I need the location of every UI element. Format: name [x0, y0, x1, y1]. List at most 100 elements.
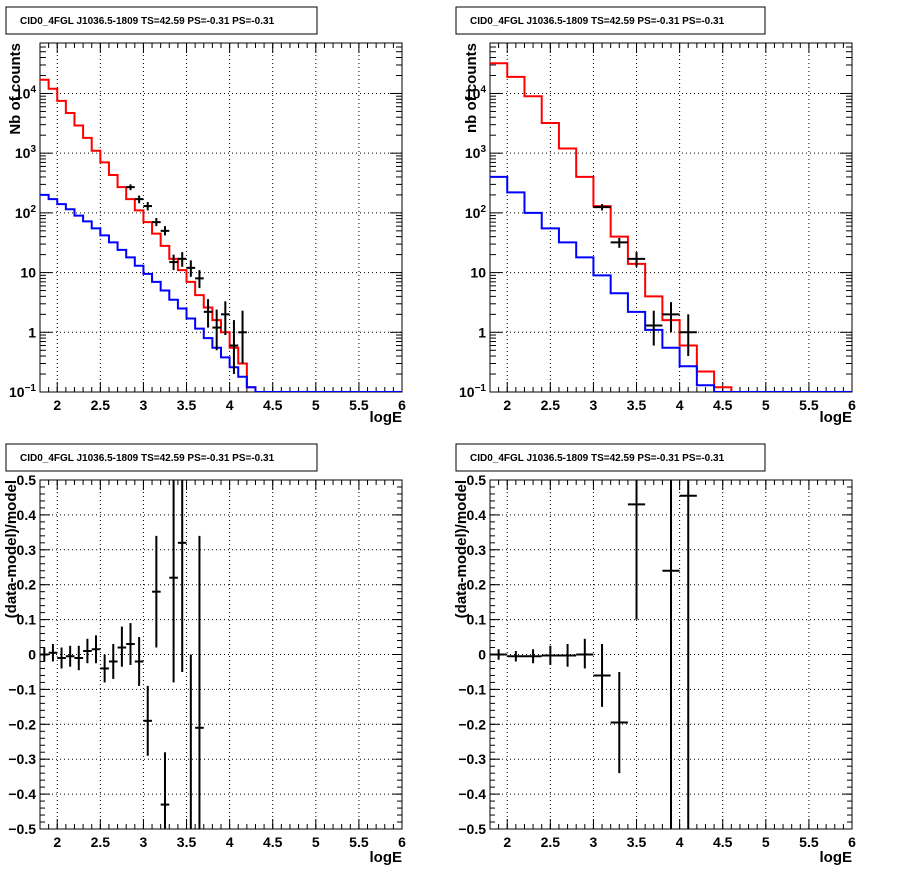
y-tick-label: 0.1	[17, 612, 37, 628]
chart-title: CID0_4FGL J1036.5-1809 TS=42.59 PS=-0.31…	[20, 453, 275, 464]
x-tick-label: 4.5	[713, 397, 733, 413]
y-tick-label: 102	[465, 204, 487, 221]
x-tick-label: 3	[590, 834, 598, 850]
chart-title: CID0_4FGL J1036.5-1809 TS=42.59 PS=-0.31…	[470, 453, 725, 464]
data-point	[152, 218, 161, 227]
y-tick-label: 10−1	[9, 383, 36, 400]
x-tick-label: 3	[590, 397, 598, 413]
x-tick-label: 2.5	[91, 397, 111, 413]
x-axis-title: logE	[820, 849, 853, 866]
residual-point	[100, 654, 109, 683]
y-tick-label: 0.4	[17, 507, 37, 523]
residual-point	[662, 480, 680, 829]
data-point	[627, 252, 646, 267]
data-point	[679, 314, 697, 357]
x-tick-label: 3	[140, 397, 148, 413]
residual-point	[490, 649, 508, 660]
residual-point	[48, 644, 58, 662]
x-tick-label: 6	[848, 834, 856, 850]
residual-point	[74, 645, 84, 671]
model-step-line-2	[40, 193, 402, 392]
y-axis-title: (data-model)/model	[453, 480, 470, 618]
y-tick-label: 1	[28, 324, 36, 340]
residual-point	[160, 752, 170, 829]
x-tick-label: 4	[676, 397, 684, 413]
y-tick-label: −0.5	[458, 821, 486, 837]
data-point	[160, 226, 170, 236]
chart-title: CID0_4FGL J1036.5-1809 TS=42.59 PS=-0.31…	[470, 16, 725, 27]
x-tick-label: 2	[503, 834, 511, 850]
data-point	[134, 195, 144, 204]
y-tick-label: 0	[478, 647, 486, 663]
y-tick-label: 0.3	[467, 542, 487, 558]
residual-point	[83, 638, 92, 664]
y-tick-label: −0.4	[458, 786, 486, 802]
plot-frame	[39, 42, 403, 393]
data-point	[593, 204, 611, 211]
y-tick-label: 10	[470, 265, 486, 281]
y-tick-label: 0	[28, 647, 36, 663]
y-tick-label: 103	[15, 144, 37, 161]
y-tick-label: 0.2	[17, 577, 37, 593]
plot-frame	[489, 42, 853, 393]
data-point	[645, 310, 663, 346]
x-tick-label: 5.5	[799, 397, 819, 413]
y-axis-title: Nb of counts	[7, 43, 24, 135]
x-tick-label: 4	[676, 834, 684, 850]
residual-point	[541, 645, 559, 665]
data-point	[610, 237, 628, 248]
data-point	[238, 310, 247, 364]
y-tick-label: 104	[465, 84, 487, 101]
chart-2: CID0_4FGL J1036.5-1809 TS=42.59 PS=-0.31…	[455, 6, 856, 426]
chart-title-box	[455, 443, 766, 472]
x-tick-label: 6	[398, 834, 406, 850]
x-axis-title: logE	[820, 409, 853, 426]
y-tick-label: −0.4	[8, 786, 36, 802]
residual-point	[558, 644, 577, 667]
residual-point	[507, 651, 525, 662]
y-tick-label: 10−1	[459, 383, 486, 400]
y-tick-label: 10	[20, 265, 36, 281]
plot-marks	[490, 480, 697, 829]
plot-marks	[490, 62, 852, 392]
x-tick-label: 6	[398, 397, 406, 413]
x-tick-label: 3	[140, 834, 148, 850]
residual-point	[108, 644, 118, 679]
y-tick-label: −0.5	[8, 821, 36, 837]
chart-title-box	[455, 6, 766, 35]
residual-point	[177, 480, 187, 672]
data-point	[169, 254, 178, 271]
y-tick-label: −0.1	[8, 681, 36, 697]
x-tick-label: 5.5	[799, 834, 819, 850]
y-axis-title: (data-model)/model	[3, 480, 20, 618]
residual-point	[610, 671, 628, 774]
residual-point	[679, 480, 697, 829]
data-point	[212, 309, 221, 351]
data-point	[195, 270, 204, 289]
y-tick-label: 102	[15, 204, 37, 221]
x-tick-label: 5.5	[349, 834, 369, 850]
x-tick-label: 3.5	[627, 834, 647, 850]
x-tick-label: 5.5	[349, 397, 369, 413]
x-tick-label: 5	[312, 834, 320, 850]
x-tick-label: 2	[53, 834, 61, 850]
residual-point	[91, 635, 101, 664]
chart-1: CID0_4FGL J1036.5-1809 TS=42.59 PS=-0.31…	[5, 6, 406, 426]
data-point	[186, 260, 196, 277]
x-tick-label: 3.5	[177, 397, 197, 413]
residual-point	[65, 645, 75, 667]
chart-3: CID0_4FGL J1036.5-1809 TS=42.59 PS=-0.31…	[3, 443, 406, 866]
data-point	[662, 302, 680, 333]
residual-point	[627, 480, 646, 620]
model-step-line-1	[490, 62, 852, 392]
chart-4: CID0_4FGL J1036.5-1809 TS=42.59 PS=-0.31…	[453, 443, 856, 866]
residual-point	[169, 480, 178, 683]
y-tick-label: 0.1	[467, 612, 487, 628]
y-tick-label: −0.2	[458, 716, 486, 732]
x-axis-title: logE	[370, 409, 403, 426]
x-tick-label: 4.5	[713, 834, 733, 850]
y-tick-label: 104	[15, 84, 37, 101]
chart-title: CID0_4FGL J1036.5-1809 TS=42.59 PS=-0.31…	[20, 16, 275, 27]
y-tick-label: 1	[478, 324, 486, 340]
x-tick-label: 3.5	[627, 397, 647, 413]
